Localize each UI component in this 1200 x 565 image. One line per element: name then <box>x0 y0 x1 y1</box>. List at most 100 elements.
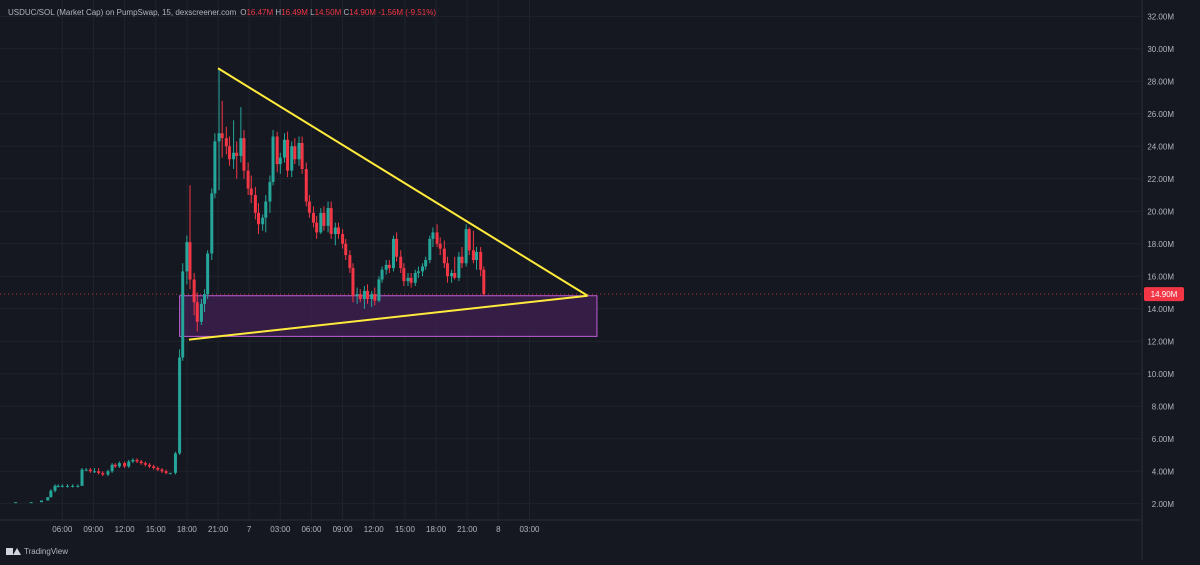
candle-body-down <box>113 464 117 467</box>
candle-body-up <box>76 485 80 487</box>
candle-body-down <box>442 248 446 264</box>
candle-body-up <box>282 139 286 158</box>
candle-body-up <box>80 469 84 486</box>
high-value: 16.49M <box>281 8 308 17</box>
candle-body-up <box>46 497 50 501</box>
candle-body-up <box>261 217 265 225</box>
y-tick-label: 14.00M <box>1147 305 1174 314</box>
candle-body-down <box>435 232 439 244</box>
candle-body-up <box>168 472 172 474</box>
y-tick-label: 4.00M <box>1152 467 1175 476</box>
candle-body-down <box>286 139 290 171</box>
close-value: 14.90M <box>349 8 376 17</box>
candle-body-down <box>160 469 164 472</box>
candle-body-up <box>117 463 121 467</box>
candle-body-up <box>40 500 44 503</box>
x-tick-label: 21:00 <box>457 525 478 534</box>
y-tick-label: 20.00M <box>1147 207 1174 216</box>
candle-body-down <box>249 188 253 195</box>
y-tick-label: 22.00M <box>1147 175 1174 184</box>
candle-body-down <box>471 250 475 260</box>
ohlc-values: O16.47M H16.49M L14.50M C14.90M -1.56M (… <box>240 8 436 17</box>
candle-body-down <box>460 256 464 264</box>
low-value: 14.50M <box>314 8 342 17</box>
candle-body-down <box>257 212 261 225</box>
candle-body-up <box>384 264 388 270</box>
candle-body-down <box>336 227 340 234</box>
candle-body-down <box>395 238 399 257</box>
candle-body-up <box>355 294 359 296</box>
candle-body-up <box>377 279 381 301</box>
candle-body-down <box>351 268 355 296</box>
candle-body-up <box>264 201 268 218</box>
open-label: O <box>240 8 247 17</box>
candle-body-down <box>344 243 348 256</box>
candle-body-up <box>268 182 272 202</box>
candle-body-down <box>143 463 147 465</box>
candle-body-up <box>475 251 479 260</box>
y-tick-label: 8.00M <box>1152 402 1175 411</box>
candle-body-up <box>271 136 275 182</box>
candle-body-down <box>235 152 239 156</box>
y-tick-label: 6.00M <box>1152 435 1175 444</box>
high-label: H <box>275 8 282 17</box>
y-tick-label: 12.00M <box>1147 337 1174 346</box>
candle-body-up <box>131 459 135 462</box>
candle-body-up <box>239 138 243 156</box>
candle-body-down <box>300 143 304 169</box>
x-tick-label: 03:00 <box>270 525 291 534</box>
candle-body-down <box>88 469 92 472</box>
candle-body-up <box>362 290 366 299</box>
y-tick-label: 28.00M <box>1147 77 1174 86</box>
candle-body-down <box>135 459 139 462</box>
candle-body-up <box>71 485 75 487</box>
candle-body-down <box>152 466 156 468</box>
candle-body-up <box>173 453 177 473</box>
candle-body-up <box>421 266 425 272</box>
candle-body-down <box>227 146 231 160</box>
x-tick-label: 03:00 <box>519 525 540 534</box>
candle-body-up <box>370 294 374 299</box>
candle-body-down <box>482 269 486 295</box>
upper-trendline <box>217 67 589 297</box>
candle-body-down <box>322 212 326 226</box>
y-tick-label: 26.00M <box>1147 110 1174 119</box>
candle-body-down <box>139 461 143 464</box>
candle-body-down <box>101 472 105 475</box>
candle-body-up <box>106 471 110 475</box>
candle-body-up <box>203 294 207 304</box>
y-tick-label: 10.00M <box>1147 370 1174 379</box>
candle-body-down <box>307 201 311 213</box>
x-tick-label: 12:00 <box>115 525 136 534</box>
candle-body-up <box>210 193 214 254</box>
tradingview-brand[interactable]: TradingView <box>6 547 68 556</box>
candle-body-down <box>453 273 457 278</box>
x-tick-label: 06:00 <box>52 525 73 534</box>
candle-body-down <box>409 277 413 283</box>
candle-body-down <box>304 169 308 202</box>
candle-body-up <box>319 212 323 233</box>
y-tick-label: 30.00M <box>1147 45 1174 54</box>
x-tick-label: 15:00 <box>395 525 416 534</box>
candle-body-up <box>181 271 185 358</box>
candle-body-up <box>49 490 53 498</box>
candle-body-down <box>399 256 403 269</box>
candle-body-down <box>341 234 345 244</box>
candle-body-down <box>479 251 483 270</box>
candle-body-up <box>84 469 88 471</box>
candle-body-down <box>242 138 246 171</box>
close-label: C <box>343 8 350 17</box>
lower-trendline <box>188 294 588 341</box>
x-tick-label: 18:00 <box>426 525 447 534</box>
candle-body-up <box>333 227 337 234</box>
candle-body-down <box>445 263 449 277</box>
candle-body-down <box>358 294 362 299</box>
candle-body-down <box>188 242 192 280</box>
candle-body-down <box>467 229 471 251</box>
candle-body-up <box>326 208 330 226</box>
candle-body-down <box>438 243 442 249</box>
candle-body-up <box>457 256 461 278</box>
candle-body-down <box>220 133 224 139</box>
